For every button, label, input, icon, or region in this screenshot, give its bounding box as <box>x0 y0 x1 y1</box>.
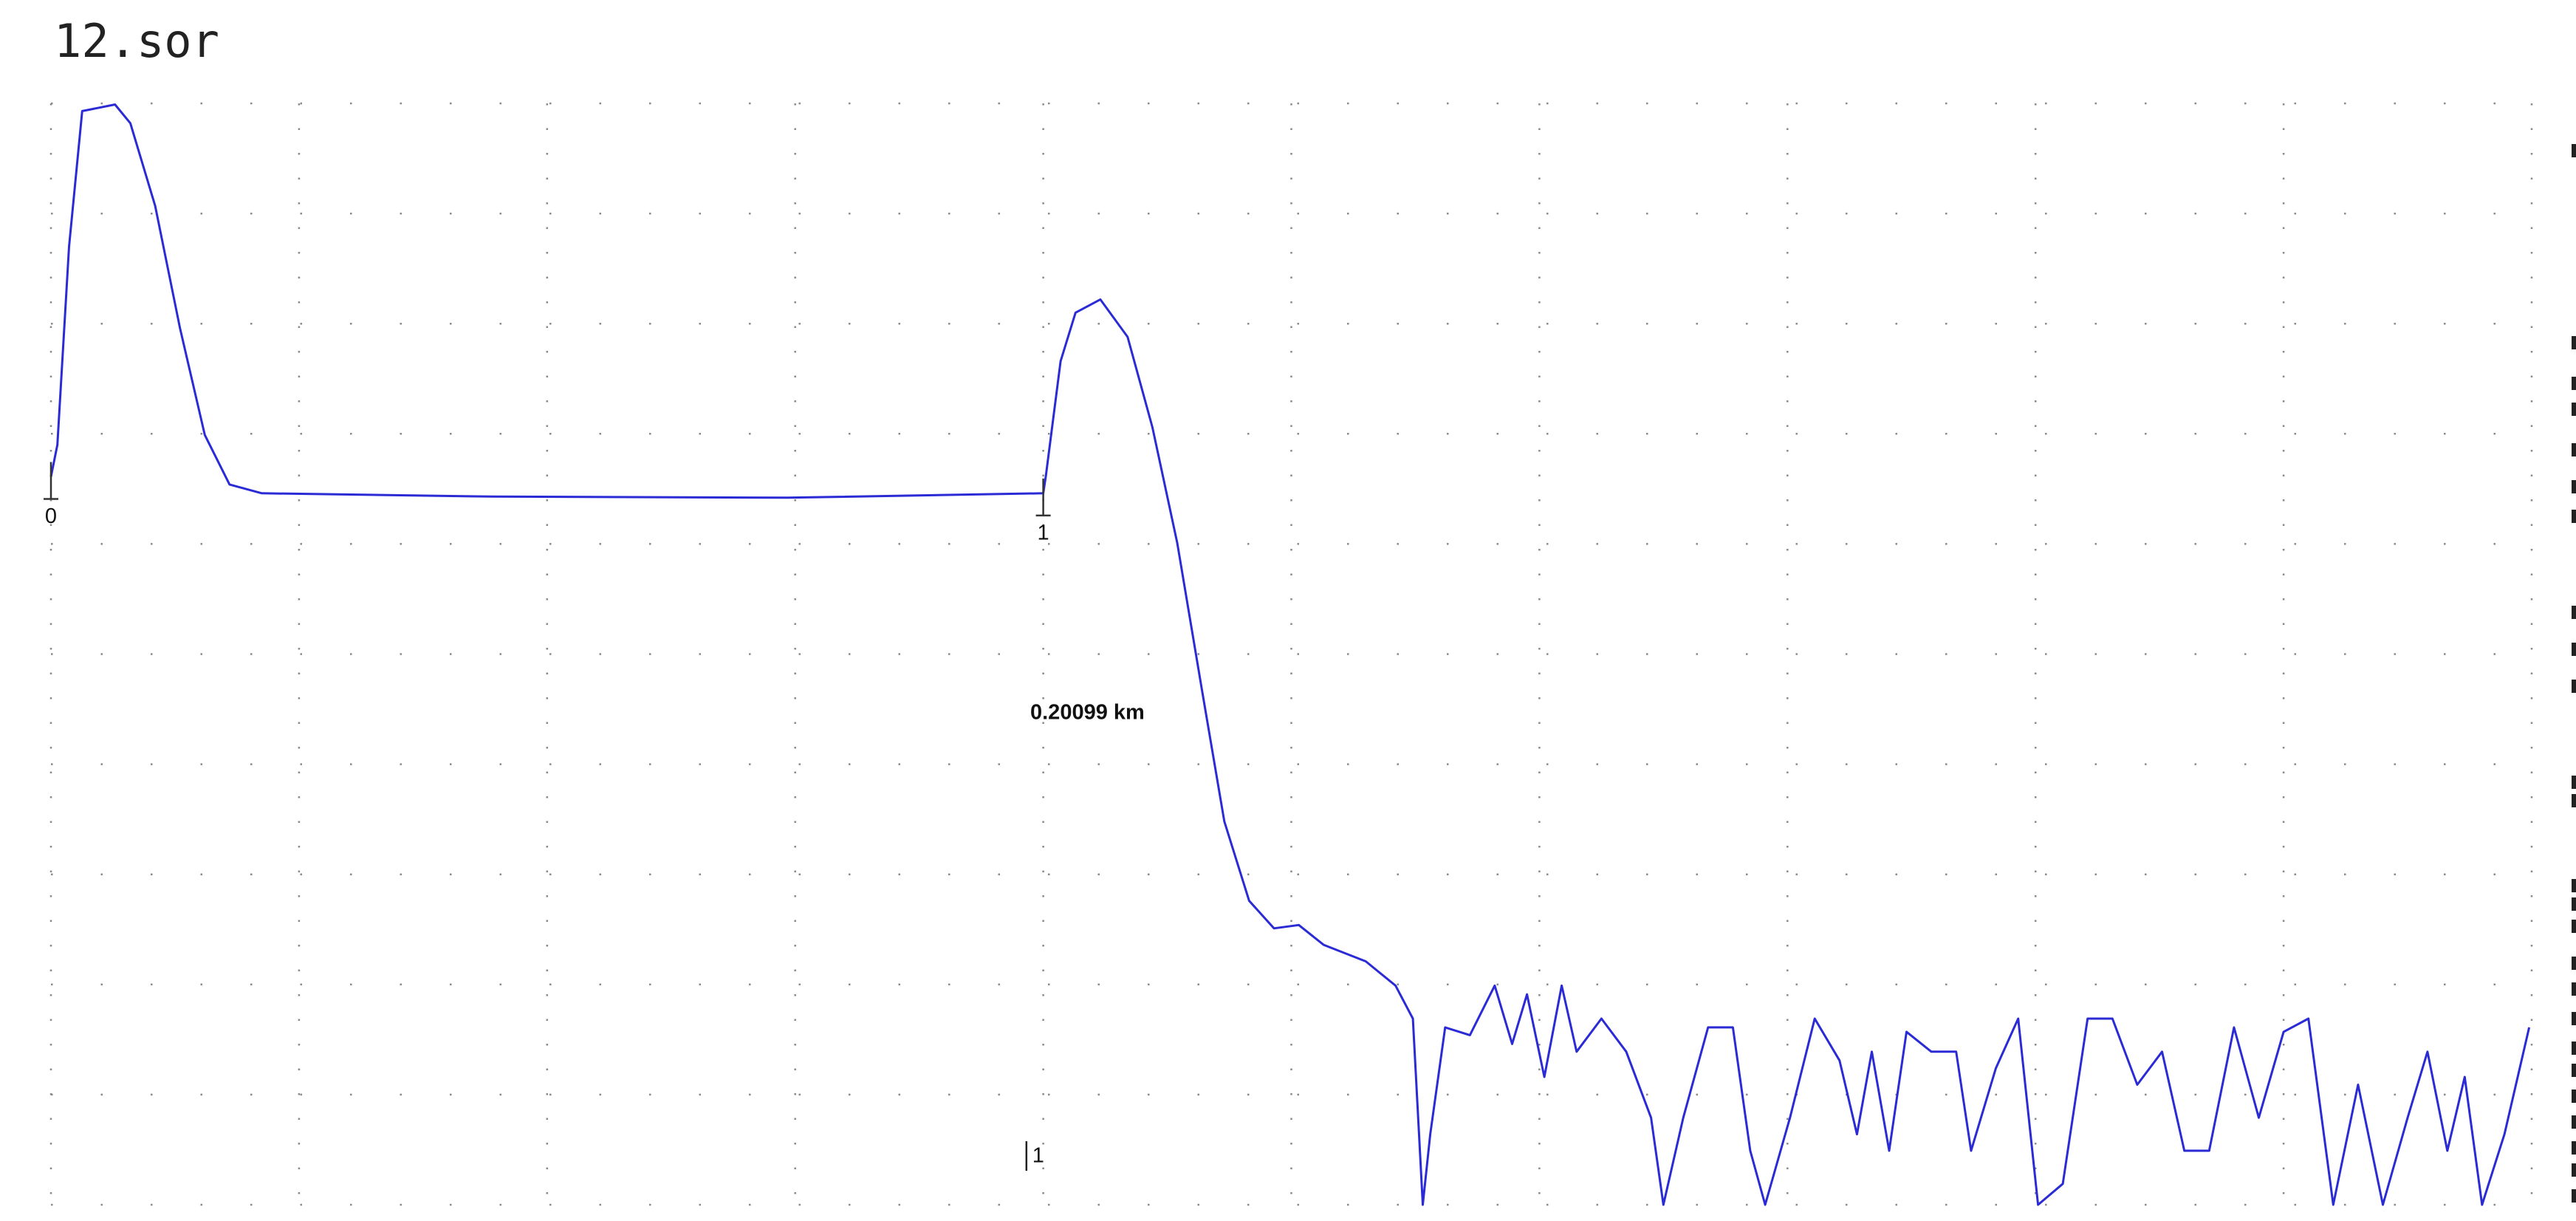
cursor-label: 1 <box>1032 1144 1044 1168</box>
edge-mark <box>2572 957 2576 970</box>
event-marker-label: 0 <box>45 505 57 528</box>
edge-mark <box>2572 1012 2576 1025</box>
edge-mark <box>2572 680 2576 693</box>
edge-mark <box>2572 643 2576 656</box>
edge-mark <box>2572 1189 2576 1203</box>
edge-mark <box>2572 879 2576 892</box>
edge-mark <box>2572 1141 2576 1155</box>
edge-mark <box>2572 1163 2576 1177</box>
edge-mark <box>2572 920 2576 933</box>
edge-mark <box>2572 982 2576 996</box>
edge-mark <box>2572 794 2576 807</box>
edge-mark <box>2572 443 2576 456</box>
edge-mark <box>2572 1115 2576 1129</box>
edge-mark <box>2572 897 2576 911</box>
distance-annotation: 0.20099 km <box>1030 701 1145 725</box>
edge-mark <box>2572 1042 2576 1055</box>
edge-mark <box>2572 144 2576 157</box>
chart-title: 12.sor <box>54 14 219 68</box>
edge-mark <box>2572 776 2576 789</box>
edge-mark <box>2572 1090 2576 1103</box>
edge-mark <box>2572 606 2576 619</box>
edge-mark <box>2572 510 2576 523</box>
edge-mark <box>2572 480 2576 493</box>
trace-line <box>49 103 2531 1206</box>
edge-mark <box>2572 1064 2576 1077</box>
event-marker-label: 1 <box>1038 521 1049 544</box>
edge-mark <box>2572 377 2576 390</box>
edge-mark <box>2572 403 2576 416</box>
edge-mark <box>2572 336 2576 349</box>
